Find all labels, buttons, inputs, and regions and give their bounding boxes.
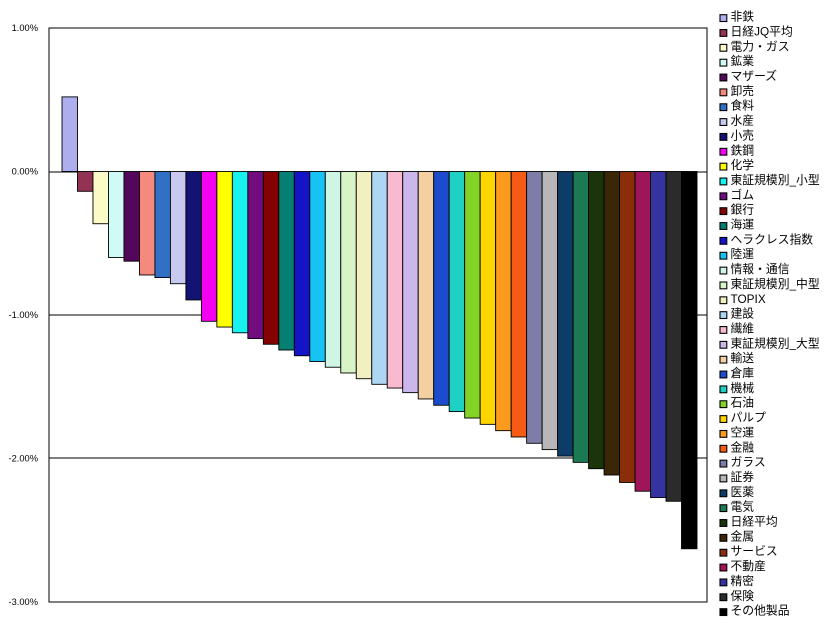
svg-text:-1.00%: -1.00% <box>9 310 38 320</box>
svg-text:パルプ: パルプ <box>731 411 767 425</box>
svg-text:日経JQ平均: 日経JQ平均 <box>731 24 793 38</box>
svg-text:金属: 金属 <box>731 529 755 543</box>
svg-text:マザーズ: マザーズ <box>731 69 778 83</box>
svg-text:卸売: 卸売 <box>731 84 755 98</box>
svg-text:その他製品: その他製品 <box>731 604 790 618</box>
svg-text:TOPIX: TOPIX <box>731 292 766 306</box>
svg-text:電気: 電気 <box>731 500 755 514</box>
svg-text:東証規模別_小型: 東証規模別_小型 <box>731 173 820 187</box>
svg-text:サービス: サービス <box>731 544 778 558</box>
svg-text:証券: 証券 <box>731 470 755 484</box>
svg-text:小売: 小売 <box>731 128 755 142</box>
svg-text:陸運: 陸運 <box>731 247 755 261</box>
svg-text:0.00%: 0.00% <box>12 167 38 177</box>
svg-text:非鉄: 非鉄 <box>731 10 755 24</box>
svg-text:金融: 金融 <box>731 440 755 454</box>
svg-text:ゴム: ゴム <box>731 188 755 202</box>
svg-text:医薬: 医薬 <box>731 485 755 499</box>
svg-text:建設: 建設 <box>731 307 755 321</box>
svg-text:銀行: 銀行 <box>731 203 755 217</box>
svg-text:化学: 化学 <box>731 158 755 172</box>
svg-text:-2.00%: -2.00% <box>9 454 38 464</box>
svg-text:-3.00%: -3.00% <box>9 597 38 607</box>
svg-text:不動産: 不動産 <box>731 559 766 573</box>
svg-text:1.00%: 1.00% <box>12 23 38 33</box>
svg-text:保険: 保険 <box>731 589 755 603</box>
svg-text:鉱業: 鉱業 <box>731 54 755 68</box>
svg-text:輸送: 輸送 <box>731 351 755 365</box>
svg-text:海運: 海運 <box>731 218 755 232</box>
svg-text:倉庫: 倉庫 <box>731 366 755 380</box>
svg-text:空運: 空運 <box>731 425 755 439</box>
svg-text:ヘラクレス指数: ヘラクレス指数 <box>731 232 814 246</box>
svg-text:情報・通信: 情報・通信 <box>731 262 790 276</box>
svg-text:鉄鋼: 鉄鋼 <box>731 143 755 157</box>
svg-text:機械: 機械 <box>731 381 755 395</box>
svg-text:食料: 食料 <box>731 99 755 113</box>
svg-text:石油: 石油 <box>731 396 755 410</box>
svg-text:東証規模別_中型: 東証規模別_中型 <box>731 277 820 291</box>
svg-text:電力・ガス: 電力・ガス <box>731 39 790 53</box>
svg-text:精密: 精密 <box>731 574 755 588</box>
svg-text:水産: 水産 <box>731 114 755 128</box>
svg-text:繊維: 繊維 <box>731 321 755 335</box>
svg-text:東証規模別_大型: 東証規模別_大型 <box>731 336 820 350</box>
svg-text:日経平均: 日経平均 <box>731 515 778 529</box>
svg-text:ガラス: ガラス <box>731 455 766 469</box>
